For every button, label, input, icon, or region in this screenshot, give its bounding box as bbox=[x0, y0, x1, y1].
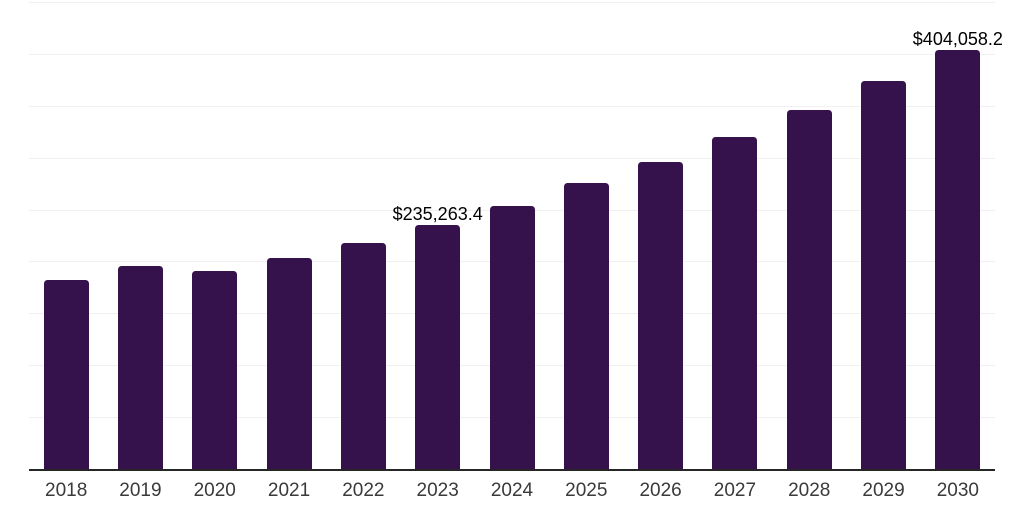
gridline bbox=[29, 53, 995, 55]
x-tick-label-2021: 2021 bbox=[267, 480, 311, 501]
x-tick-label-2024: 2024 bbox=[490, 480, 534, 501]
bar-2021 bbox=[266, 258, 312, 469]
x-tick-label-2026: 2026 bbox=[639, 480, 682, 501]
bar-2027 bbox=[712, 137, 758, 469]
data-label-2023: $235,263.4 bbox=[392, 203, 483, 224]
bar-2030 bbox=[935, 49, 981, 469]
plot-area: $235,263.4 $404,058.2 bbox=[29, 2, 1003, 471]
x-tick-label-2020: 2020 bbox=[193, 480, 236, 501]
bar-2029 bbox=[861, 81, 907, 469]
x-axis: 2018 2019 2020 2021 2022 2023 2024 2025 2026 2027… bbox=[29, 479, 995, 505]
x-tick-label-2018: 2018 bbox=[45, 480, 88, 501]
bar-2026 bbox=[638, 162, 684, 469]
bar-2024 bbox=[489, 206, 535, 469]
bar-2022 bbox=[340, 242, 386, 469]
bar-2028 bbox=[786, 109, 832, 469]
bar-2018 bbox=[43, 279, 89, 469]
bar-2019 bbox=[117, 266, 163, 469]
gridline bbox=[29, 157, 995, 159]
x-tick-label-2027: 2027 bbox=[713, 480, 757, 501]
data-label-2030: $404,058.2 bbox=[912, 28, 1003, 49]
x-tick-label-2030: 2030 bbox=[936, 480, 979, 501]
gridline bbox=[29, 105, 995, 107]
x-tick-label-2023: 2023 bbox=[416, 480, 459, 501]
x-tick-label-2025: 2025 bbox=[565, 480, 608, 501]
bar-2020 bbox=[192, 271, 238, 469]
bar-2023 bbox=[415, 224, 461, 469]
gridline bbox=[29, 2, 995, 3]
x-tick-label-2019: 2019 bbox=[119, 480, 162, 501]
x-tick-label-2029: 2029 bbox=[862, 480, 905, 501]
bar-2025 bbox=[563, 183, 609, 469]
x-tick-label-2028: 2028 bbox=[788, 480, 831, 501]
x-tick-label-2022: 2022 bbox=[342, 480, 385, 501]
